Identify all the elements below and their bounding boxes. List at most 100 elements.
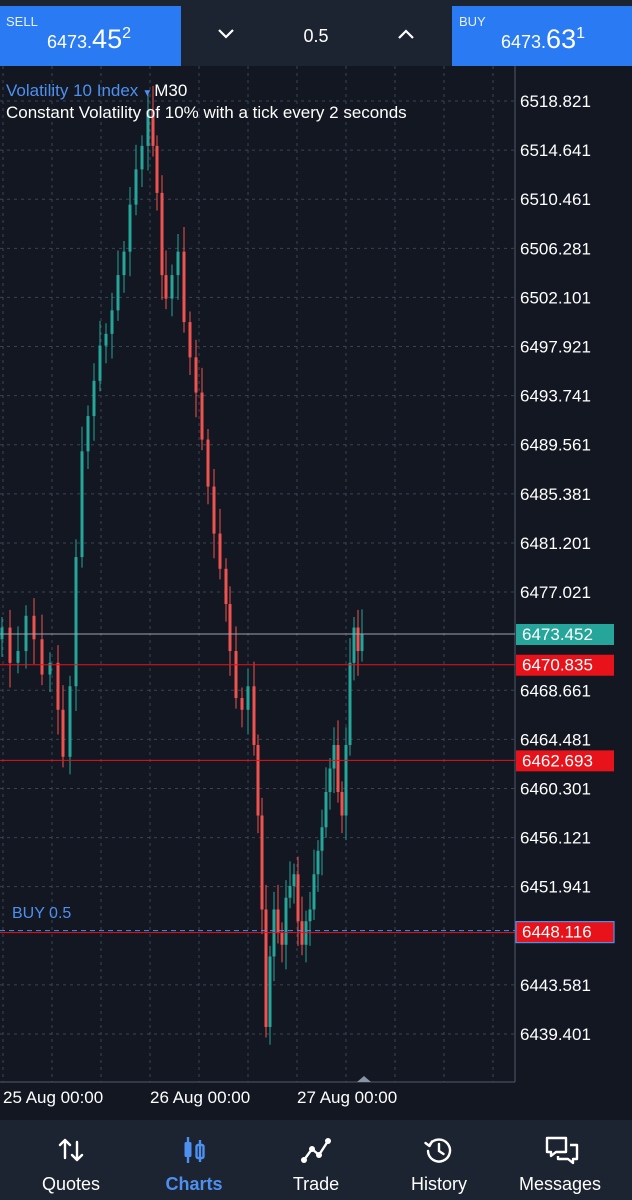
candle-body xyxy=(160,192,164,276)
charts-icon xyxy=(184,1137,205,1163)
volume-decrease-button[interactable] xyxy=(186,6,266,66)
candle-body xyxy=(352,627,356,663)
price-axis-label: 6468.661 xyxy=(520,681,591,700)
volume-value[interactable]: 0.5 xyxy=(303,26,329,46)
candle-body xyxy=(256,745,260,816)
candle-body xyxy=(194,357,198,393)
quotes-icon xyxy=(58,1138,84,1162)
caret-down-icon: ▼ xyxy=(142,88,153,99)
candle-body xyxy=(206,439,210,487)
candle-body xyxy=(134,169,138,205)
level-tag-text: 6462.693 xyxy=(522,751,593,770)
trade-icon xyxy=(301,1138,331,1163)
price-axis: 6518.821 6514.641 6510.461 6506.281 6502.101… xyxy=(520,92,591,1044)
candle-body xyxy=(280,932,284,945)
candle-body xyxy=(316,850,320,875)
candle-body xyxy=(332,745,336,769)
candle-body xyxy=(140,145,144,170)
candle-body xyxy=(328,768,332,793)
candle-body xyxy=(264,909,268,1027)
price-axis-label: 6439.401 xyxy=(520,1025,591,1044)
candle-body xyxy=(252,686,256,746)
chart-canvas[interactable]: 6470.835 6462.693 6473.452 6448.116 6518.82… xyxy=(0,66,632,1120)
price-chart[interactable]: 6470.835 6462.693 6473.452 6448.116 6518.82… xyxy=(0,66,632,1120)
nav-history[interactable]: History xyxy=(376,1120,502,1200)
candles xyxy=(0,85,364,1045)
candle-body xyxy=(296,874,300,922)
level-tag xyxy=(516,654,614,676)
price-axis-label: 6485.381 xyxy=(520,485,591,504)
candle-body xyxy=(348,662,352,746)
price-axis-label: 6518.821 xyxy=(520,92,591,111)
candle-body xyxy=(164,275,168,299)
sell-button[interactable]: SELL 6473.452 xyxy=(0,6,181,66)
time-axis-label: 25 Aug 00:00 xyxy=(3,1088,103,1107)
buy-button[interactable]: BUY 6473.631 xyxy=(452,6,632,66)
nav-quotes[interactable]: Quotes xyxy=(8,1120,134,1200)
candle-body xyxy=(356,627,360,652)
price-axis-label: 6481.201 xyxy=(520,534,591,553)
candle-body xyxy=(224,568,228,605)
volume-increase-button[interactable] xyxy=(366,6,446,66)
candle-body xyxy=(116,275,120,311)
price-axis-label: 6493.741 xyxy=(520,387,591,406)
candle-body xyxy=(68,686,72,757)
buy-price: 6473.631 xyxy=(501,24,585,54)
price-axis-label: 6464.481 xyxy=(520,730,591,749)
candle-body xyxy=(104,333,108,346)
candle-body xyxy=(360,634,364,652)
nav-charts[interactable]: Charts xyxy=(131,1120,257,1200)
symbol-header[interactable]: Volatility 10 Index ▼ M30 xyxy=(6,81,187,101)
sell-label: SELL xyxy=(6,14,38,29)
candle-body xyxy=(110,310,114,334)
buy-label: BUY xyxy=(459,14,486,29)
candle-body xyxy=(312,874,316,910)
candle-body xyxy=(260,815,264,910)
buy-order-label[interactable]: BUY 0.5 xyxy=(12,905,72,922)
candle-body xyxy=(0,627,4,640)
timeframe-label: M30 xyxy=(154,81,188,100)
candle-body xyxy=(128,204,132,252)
candle-body xyxy=(218,533,222,569)
chart-grid xyxy=(0,66,516,1083)
candle-body xyxy=(276,909,280,933)
candle-body xyxy=(246,686,250,710)
current-price-tag xyxy=(516,623,614,645)
candle-body xyxy=(240,698,244,710)
price-lines: 6470.835 6462.693 6473.452 6448.116 xyxy=(0,623,615,944)
candle-body xyxy=(188,322,192,358)
price-axis-label: 6489.561 xyxy=(520,436,591,455)
level-tag-text: 6470.835 xyxy=(522,656,593,675)
sell-price: 6473.452 xyxy=(47,24,131,54)
time-axis-label: 26 Aug 00:00 xyxy=(150,1088,250,1107)
chevron-down-icon xyxy=(218,29,234,39)
history-icon xyxy=(424,1138,452,1163)
candle-body xyxy=(16,651,20,663)
candle-body xyxy=(74,557,78,687)
price-axis-label: 6477.021 xyxy=(520,583,591,602)
candle-body xyxy=(86,416,90,452)
current-price-tag-text: 6473.452 xyxy=(522,625,593,644)
order-price-tag xyxy=(515,921,615,944)
price-axis-label: 6514.641 xyxy=(520,141,591,160)
candle-body xyxy=(234,651,238,699)
candle-body xyxy=(24,615,28,652)
nav-trade[interactable]: Trade xyxy=(253,1120,379,1200)
candle-body xyxy=(324,792,328,828)
candle-body xyxy=(80,451,84,558)
candle-body xyxy=(228,604,232,652)
candle-body xyxy=(146,110,150,146)
level-tag xyxy=(516,750,614,772)
trade-bar: SELL 6473.452 0.5 BUY 6473.631 xyxy=(0,0,632,66)
candle-body xyxy=(155,145,159,193)
candle-body xyxy=(122,251,126,276)
candle-body xyxy=(212,486,216,534)
symbol-name[interactable]: Volatility 10 Index xyxy=(6,81,139,100)
messages-icon xyxy=(545,1136,579,1165)
candle-body xyxy=(344,745,348,816)
candle-body xyxy=(340,792,344,816)
nav-messages[interactable]: Messages xyxy=(497,1120,623,1200)
candle-body xyxy=(61,709,65,757)
time-axis: 25 Aug 00:00 26 Aug 00:00 27 Aug 00:00 xyxy=(3,1076,397,1107)
bottom-navigation: Quotes Charts Trade History Messages xyxy=(0,1120,632,1200)
